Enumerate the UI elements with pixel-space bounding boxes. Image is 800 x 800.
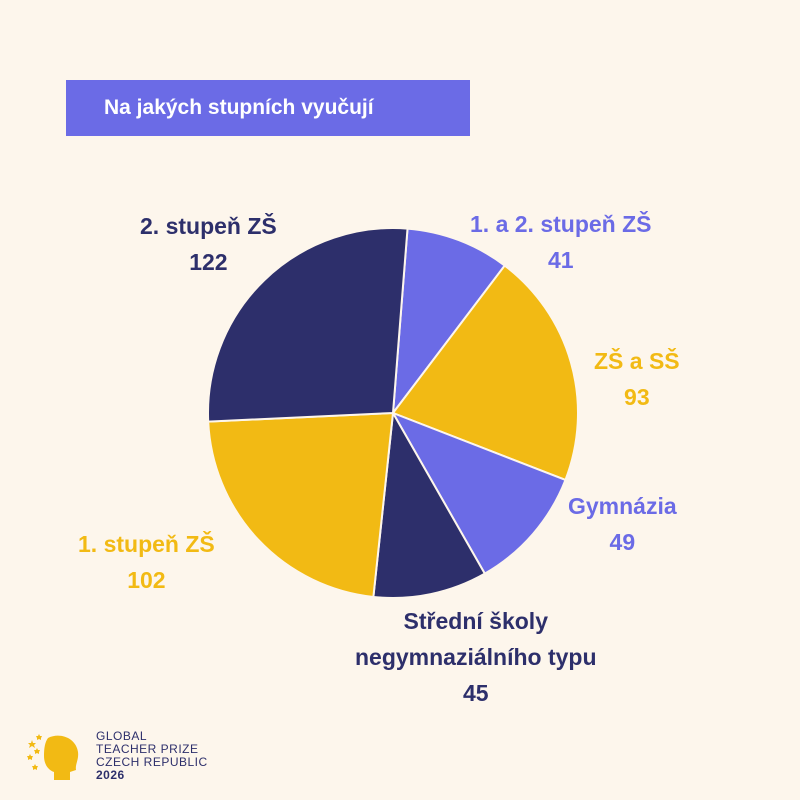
pie-slice-3 — [390, 411, 567, 575]
logo-line-3: CZECH REPUBLIC — [96, 755, 208, 769]
label-gymnazia: Gymnázia 49 — [568, 493, 677, 555]
label-zs-a-ss: ZŠ a SŠ 93 — [594, 348, 680, 410]
logo-line-1: GLOBAL — [96, 729, 148, 743]
label-1-stupen: 1. stupeň ZŠ 102 — [78, 531, 215, 593]
pie-slice-5 — [207, 411, 395, 599]
head-stars-icon — [27, 734, 79, 780]
logo-line-2: TEACHER PRIZE — [96, 742, 199, 756]
chart-title: Na jakých stupních vyučují — [104, 96, 374, 119]
pie-slice-6 — [207, 227, 409, 423]
label-1-2-stupen: 1. a 2. stupeň ZŠ 41 — [470, 211, 652, 273]
logo-text: GLOBAL TEACHER PRIZE CZECH REPUBLIC 2026 — [96, 730, 208, 782]
label-stredni-skoly: Střední školy negymnaziálního typu 45 — [355, 608, 597, 706]
pie-slice-4 — [372, 409, 487, 599]
pie-slice-2 — [391, 264, 579, 482]
label-2-stupen: 2. stupeň ZŠ 122 — [140, 213, 277, 275]
gtp-logo: GLOBAL TEACHER PRIZE CZECH REPUBLIC 2026 — [26, 730, 208, 782]
title-banner: Na jakých stupních vyučují — [66, 80, 470, 136]
logo-line-4: 2026 — [96, 768, 125, 782]
pie-slice-1 — [391, 227, 507, 417]
